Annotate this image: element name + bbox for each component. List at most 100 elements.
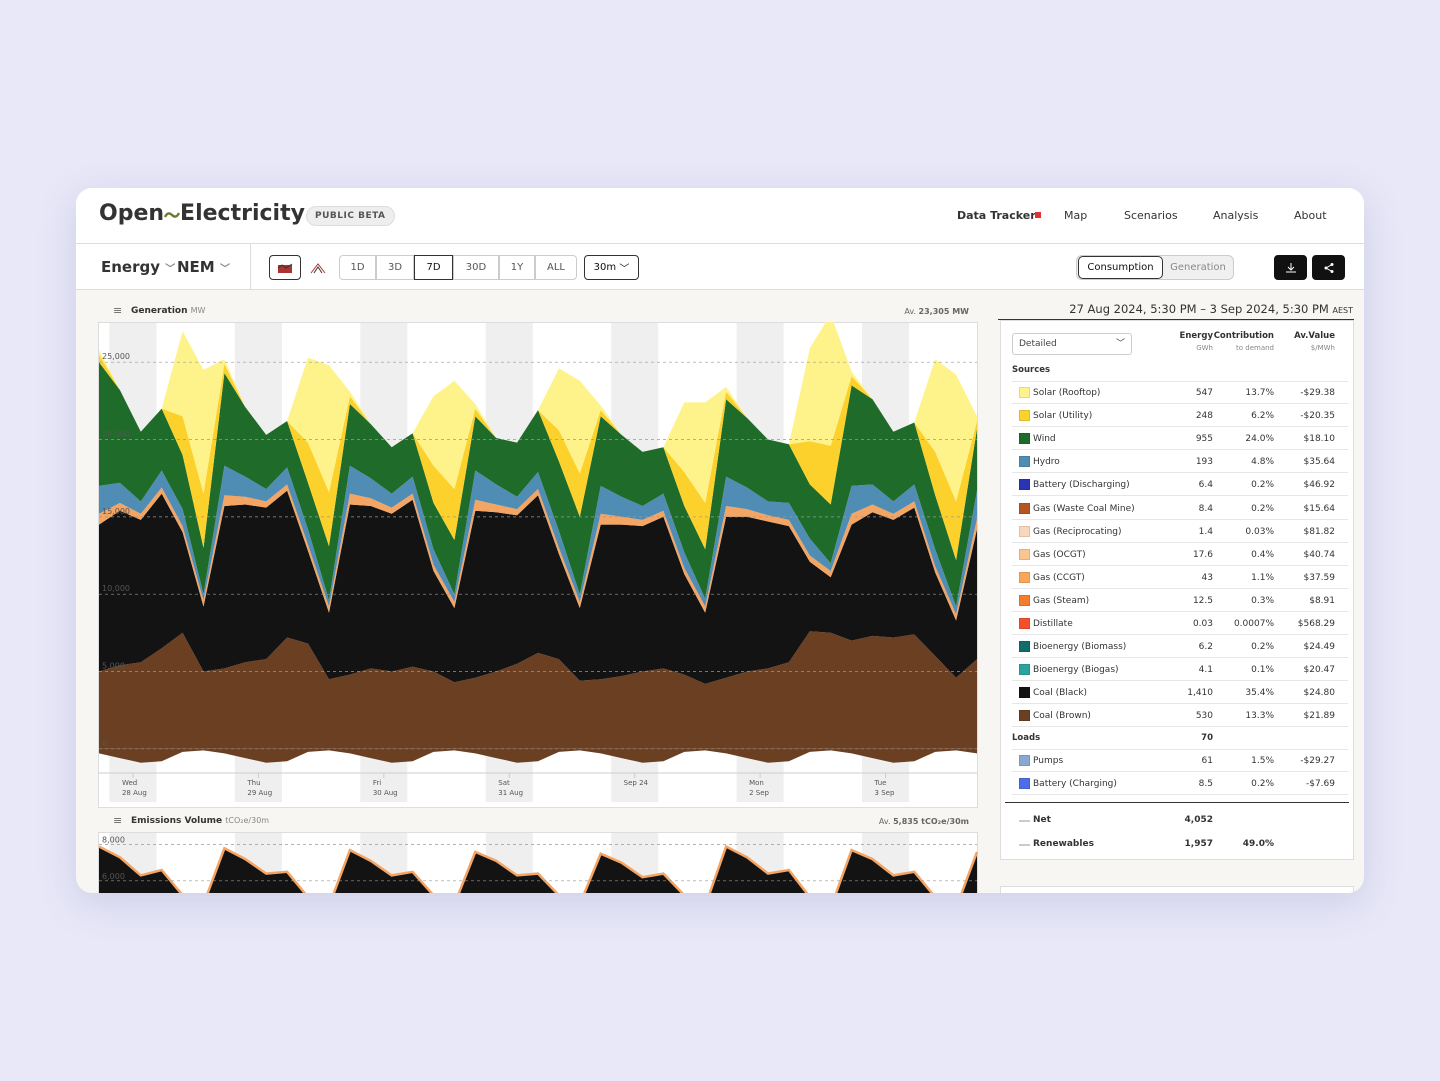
menu-icon[interactable]: ≡ <box>113 814 123 827</box>
view-button[interactable]: Consumption <box>1078 256 1163 279</box>
x-tick-label: Fri <box>373 779 381 787</box>
chart-average: Av. 23,305 MW <box>904 307 969 316</box>
stacked-area <box>99 354 977 561</box>
row-value: $40.74 <box>1303 549 1336 560</box>
row-energy: 17.6 <box>1192 549 1213 560</box>
stacked-area <box>99 631 977 749</box>
column-sub: GWh <box>1196 344 1213 352</box>
row-name: Coal (Brown) <box>1033 711 1091 722</box>
label: Av. <box>904 307 916 316</box>
value: 5,835 tCO₂e/30m <box>893 817 969 826</box>
summary-table: Detailed ﹀ Energy GWh Contribution to demand… <box>1000 320 1354 860</box>
logo[interactable]: Open Electricity <box>99 201 305 226</box>
nav-link[interactable]: Data Tracker <box>957 209 1036 222</box>
legend-swatch <box>1019 433 1030 445</box>
x-tick-sublabel: 30 Aug <box>373 789 398 797</box>
chart-average: Av. 5,835 tCO₂e/30m <box>879 817 969 826</box>
app-window: Open Electricity PUBLIC BETA Data Tracker… <box>76 188 1364 893</box>
x-tick-sublabel: 28 Aug <box>122 789 147 797</box>
beta-badge: PUBLIC BETA <box>306 206 395 226</box>
x-tick-label: Mon <box>749 779 764 787</box>
nav-link[interactable]: Map <box>1064 209 1088 222</box>
select: Detailed <box>1019 339 1057 349</box>
range-button[interactable]: 7D <box>414 255 453 280</box>
total-name: Net <box>1033 815 1051 825</box>
legend-swatch <box>1019 387 1030 398</box>
row-value: $8.91 <box>1309 595 1335 606</box>
toolbar: Energy ﹀ NEM ﹀ 1D 3D 7D 30D 1Y ALL 30m ﹀ Cons… <box>76 244 1364 290</box>
range-button[interactable]: ALL <box>535 255 577 280</box>
legend-swatch <box>1019 456 1030 468</box>
row-name: Bioenergy (Biomass) <box>1033 642 1127 653</box>
column-sub: $/MWh <box>1310 344 1335 352</box>
row-energy: 61 <box>1201 756 1213 766</box>
value: 23,305 MW <box>918 307 969 316</box>
menu-icon[interactable]: ≡ <box>113 304 123 317</box>
rule <box>998 319 1354 320</box>
row-value: $18.10 <box>1303 434 1336 445</box>
range-button[interactable]: 1D <box>339 255 376 280</box>
row-share: 0.2% <box>1251 503 1274 514</box>
y-tick-label: 15,000 <box>102 507 130 516</box>
row-name: Gas (Reciprocating) <box>1033 526 1122 537</box>
row-energy: 1,410 <box>1187 688 1213 699</box>
row-rule <box>1012 403 1348 404</box>
range-button[interactable]: 3D <box>376 255 414 280</box>
row-share: 0.4% <box>1251 549 1274 560</box>
row-rule <box>1012 634 1348 635</box>
stacked-area <box>99 362 977 607</box>
row-share: 0.2% <box>1251 642 1274 653</box>
row-rule <box>1012 794 1348 795</box>
region-select[interactable]: NEM ﹀ <box>177 258 230 276</box>
row-rule <box>1012 680 1348 682</box>
row-name: Bioenergy (Biogas) <box>1033 665 1119 676</box>
view-button[interactable]: Generation <box>1170 262 1226 273</box>
logo-right: Electricity <box>180 201 305 226</box>
row-name: Gas (Waste Coal Mine) <box>1033 503 1135 514</box>
y-tick-label: 5,000 <box>102 661 125 670</box>
logo-left: Open <box>99 201 165 226</box>
nav-link[interactable]: Scenarios <box>1124 209 1178 222</box>
generation-chart: 0 5,000 10,000 15,000 20,000 25,000 Wed 28 Aug T… <box>98 322 978 808</box>
metric-select[interactable]: Energy ﹀ <box>101 258 176 276</box>
legend-swatch <box>1019 571 1030 583</box>
legend-swatch <box>1019 502 1030 514</box>
stacked-area <box>99 465 977 615</box>
line-chart-button[interactable] <box>304 255 332 280</box>
emissions-edge <box>98 844 979 893</box>
row-value: $21.89 <box>1303 711 1336 722</box>
download-button[interactable] <box>1274 255 1307 280</box>
row-energy: 12.5 <box>1192 595 1213 606</box>
legend-swatch <box>1019 664 1030 676</box>
legend-swatch <box>1019 410 1030 422</box>
row-rule <box>1012 495 1348 497</box>
title: Generation <box>131 306 188 316</box>
detail-select[interactable]: Detailed ﹀ <box>1012 333 1132 355</box>
area-chart-button[interactable] <box>269 255 301 280</box>
row-share: 0.0007% <box>1233 619 1274 629</box>
row-rule <box>1012 449 1348 451</box>
y-tick-label: 10,000 <box>102 584 130 593</box>
row-name: Hydro <box>1033 457 1060 468</box>
row-value: $46.92 <box>1303 480 1336 491</box>
row-rule <box>1012 587 1348 589</box>
row-name: Battery (Discharging) <box>1033 480 1130 491</box>
interval-select[interactable]: 30m ﹀ <box>584 255 639 280</box>
nav-link[interactable]: About <box>1294 209 1327 222</box>
nav-link[interactable]: Analysis <box>1213 209 1259 222</box>
row-value: $568.29 <box>1297 619 1335 629</box>
stacked-area <box>99 484 977 621</box>
row-energy: 4.1 <box>1198 665 1213 676</box>
range-button[interactable]: 1Y <box>499 255 535 280</box>
y-tick-label: 20,000 <box>102 430 130 439</box>
row-energy: 248 <box>1195 411 1213 422</box>
row-share: 0.03% <box>1245 526 1274 537</box>
range-button[interactable]: 30D <box>453 255 499 280</box>
share-button[interactable] <box>1312 255 1345 280</box>
icon <box>1324 262 1333 273</box>
row-value: $81.82 <box>1303 526 1336 537</box>
row-rule <box>1012 749 1348 750</box>
section-label: Sources <box>1012 365 1051 375</box>
x-tick-sublabel: 29 Aug <box>247 789 272 797</box>
